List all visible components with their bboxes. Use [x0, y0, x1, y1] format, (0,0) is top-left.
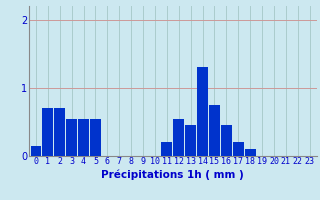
Bar [66, 118, 77, 156]
Bar [173, 118, 184, 156]
Bar [209, 105, 220, 156]
Bar [197, 67, 208, 156]
Bar [54, 108, 65, 156]
Bar [245, 149, 255, 156]
Bar [233, 142, 244, 156]
X-axis label: Précipitations 1h ( mm ): Précipitations 1h ( mm ) [101, 169, 244, 180]
Bar [78, 118, 89, 156]
Bar [90, 118, 101, 156]
Bar [31, 146, 41, 156]
Bar [185, 125, 196, 156]
Bar [162, 142, 172, 156]
Bar [43, 108, 53, 156]
Bar [221, 125, 232, 156]
